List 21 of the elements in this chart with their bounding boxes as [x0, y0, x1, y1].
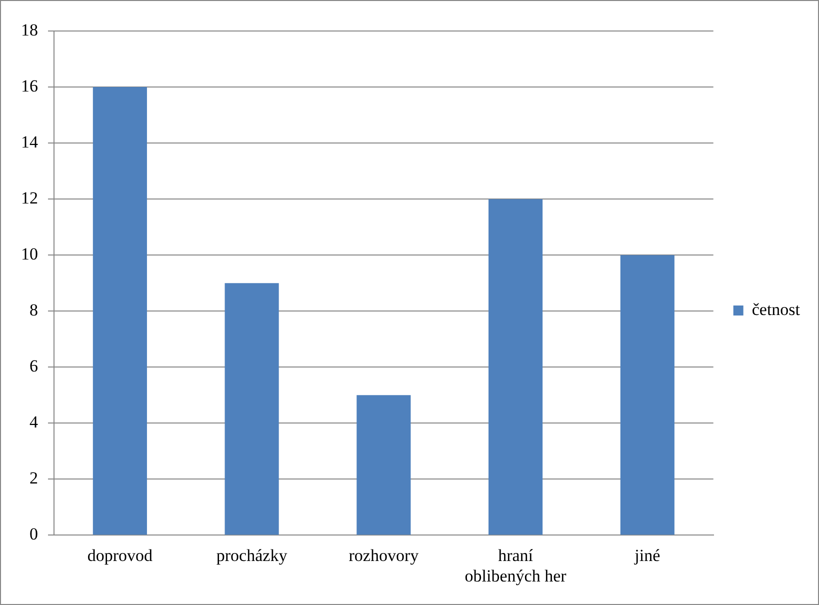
x-tick-label: hraní oblibených her — [464, 546, 567, 586]
bar — [620, 255, 674, 535]
legend-label: četnost — [752, 300, 800, 319]
y-tick-label: 0 — [30, 524, 38, 544]
x-tick-label: jiné — [634, 546, 660, 565]
bar — [356, 395, 411, 535]
y-tick-label: 16 — [21, 76, 38, 96]
y-tick-label: 14 — [21, 132, 38, 152]
bar — [488, 199, 543, 535]
y-tick-label: 10 — [21, 244, 38, 264]
y-tick-label: 18 — [21, 20, 38, 40]
y-tick-label: 4 — [30, 412, 38, 432]
y-tick-label: 2 — [30, 468, 38, 488]
y-tick-label: 12 — [21, 188, 38, 208]
x-tick-label: doprovod — [87, 546, 154, 565]
y-tick-label: 6 — [30, 356, 38, 376]
x-tick-label: rozhovory — [348, 546, 420, 565]
x-tick-label: procházky — [216, 546, 288, 565]
y-tick-label: 8 — [30, 300, 38, 320]
bar — [224, 283, 279, 535]
bar — [92, 87, 147, 535]
